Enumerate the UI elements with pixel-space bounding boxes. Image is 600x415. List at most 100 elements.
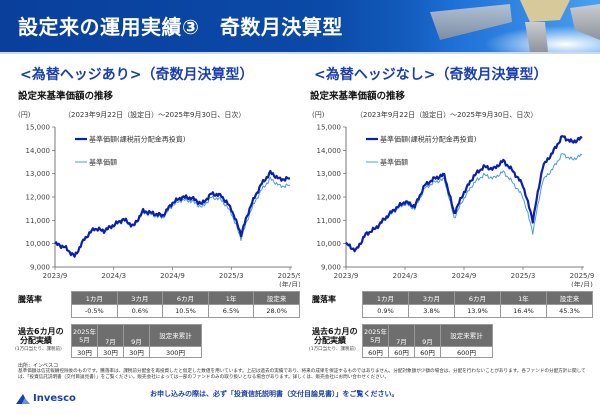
returns-value: 16.4% bbox=[500, 304, 547, 318]
svg-text:14,000: 14,000 bbox=[317, 147, 342, 155]
distribution-value: 30円 bbox=[71, 346, 98, 358]
svg-text:12,000: 12,000 bbox=[26, 194, 51, 202]
returns-header: 6カ月 bbox=[162, 291, 209, 305]
svg-text:2025/9: 2025/9 bbox=[570, 272, 595, 280]
svg-text:15,000: 15,000 bbox=[317, 124, 342, 132]
distribution-value: 60円 bbox=[388, 346, 415, 358]
chart-section-title: 設定来基準価額の推移 bbox=[18, 91, 114, 102]
returns-label: 騰落率 bbox=[18, 295, 42, 304]
distribution-table: 2025年 5月 7月 9月 設定来累計 30円 30円 30円 300円 bbox=[71, 324, 202, 358]
svg-text:2024/9: 2024/9 bbox=[160, 272, 185, 280]
returns-value: -0.5% bbox=[71, 304, 118, 318]
distribution-header-row: 2025年 5月 7月 9月 設定来累計 bbox=[362, 324, 493, 347]
distribution-label-line1: 過去6カ月の bbox=[18, 327, 64, 336]
svg-text:基準価額: 基準価額 bbox=[89, 158, 117, 167]
returns-value: 13.9% bbox=[454, 304, 501, 318]
returns-header: 1年 bbox=[500, 291, 547, 305]
distribution-value: 30円 bbox=[123, 346, 150, 358]
distribution-table: 2025年 5月 7月 9月 設定来累計 60円 60円 60円 600円 bbox=[362, 324, 493, 358]
page-header: 設定来の運用実績③ 奇数月決算型 bbox=[0, 0, 600, 52]
distribution-value: 60円 bbox=[414, 346, 441, 358]
chart-period: （2023年9月22日（設定日）～2025年9月30日、日次） bbox=[356, 111, 538, 119]
svg-text:10,000: 10,000 bbox=[317, 240, 342, 248]
returns-value: 0.6% bbox=[116, 304, 164, 318]
distribution-sublabel: (1万口当たり、課税前) bbox=[15, 347, 62, 352]
panel-title: <為替ヘッジなし>（奇数月決算型） bbox=[314, 67, 548, 83]
svg-text:14,000: 14,000 bbox=[26, 147, 51, 155]
svg-text:(年/月): (年/月) bbox=[571, 280, 593, 287]
panel-unhedged: <為替ヘッジなし>（奇数月決算型） 設定来基準価額の推移 (円) （2023年9… bbox=[300, 62, 600, 362]
distribution-header: 設定来累計 bbox=[149, 324, 202, 347]
svg-text:2024/3: 2024/3 bbox=[393, 272, 418, 280]
distribution-header-month: 5月 bbox=[79, 335, 90, 344]
returns-header: 設定来 bbox=[546, 291, 593, 305]
returns-value-row: 0.9% 3.8% 13.9% 16.4% 45.3% bbox=[362, 304, 593, 318]
distribution-header-year: 2025年 bbox=[72, 327, 97, 336]
distribution-header-row: 2025年 5月 7月 9月 設定来累計 bbox=[71, 324, 202, 347]
invesco-logo: Invesco bbox=[16, 393, 76, 404]
distribution-sublabel: (1万口当たり、課税前) bbox=[309, 347, 356, 352]
returns-header-row: 1カ月 3カ月 6カ月 1年 設定来 bbox=[71, 291, 300, 305]
distribution-value: 300円 bbox=[149, 346, 202, 358]
returns-value-row: -0.5% 0.6% 10.5% 6.5% 28.0% bbox=[71, 304, 300, 318]
y-axis-unit: (円) bbox=[18, 111, 31, 119]
svg-text:2024/3: 2024/3 bbox=[101, 272, 126, 280]
distribution-value-row: 60円 60円 60円 600円 bbox=[362, 346, 493, 358]
distribution-value: 30円 bbox=[97, 346, 124, 358]
svg-text:15,000: 15,000 bbox=[26, 124, 51, 132]
distribution-label: 過去6カ月の 分配実績 bbox=[18, 327, 64, 345]
page-title: 設定来の運用実績③ 奇数月決算型 bbox=[18, 15, 343, 39]
returns-label: 騰落率 bbox=[312, 295, 336, 304]
distribution-header-may: 2025年 5月 bbox=[71, 324, 98, 347]
returns-header: 1カ月 bbox=[362, 291, 409, 305]
svg-text:(年/月): (年/月) bbox=[279, 280, 300, 287]
returns-value: 45.3% bbox=[546, 304, 593, 318]
svg-text:13,000: 13,000 bbox=[317, 170, 342, 178]
distribution-header: 7月 bbox=[97, 324, 124, 347]
disclaimer-text: 基準価額は信託報酬控除後のものです。騰落率は、課税前分配金を再投資したと仮定した… bbox=[18, 369, 586, 380]
panel-hedged: <為替ヘッジあり>（奇数月決算型） 設定来基準価額の推移 (円) （2023年9… bbox=[0, 62, 300, 362]
svg-text:9,000: 9,000 bbox=[30, 264, 50, 272]
distribution-label-line1: 過去6カ月の bbox=[312, 327, 358, 336]
invesco-mountain-icon bbox=[16, 393, 30, 404]
chart-section-title: 設定来基準価額の推移 bbox=[310, 91, 406, 102]
returns-header: 設定来 bbox=[253, 291, 300, 305]
svg-text:基準価額: 基準価額 bbox=[380, 158, 408, 167]
svg-text:11,000: 11,000 bbox=[317, 217, 342, 225]
svg-text:基準価額(課税前分配金再投資): 基準価額(課税前分配金再投資) bbox=[380, 135, 477, 144]
svg-text:2023/9: 2023/9 bbox=[334, 272, 359, 280]
chart-period: （2023年9月22日（設定日）～2025年9月30日、日次） bbox=[64, 111, 246, 119]
logo-text: Invesco bbox=[33, 393, 76, 404]
svg-text:11,000: 11,000 bbox=[26, 217, 51, 225]
svg-text:13,000: 13,000 bbox=[26, 170, 51, 178]
returns-value: 0.9% bbox=[362, 304, 409, 318]
returns-value: 6.5% bbox=[207, 304, 255, 318]
distribution-label-line2: 分配実績 bbox=[314, 336, 346, 345]
returns-value: 28.0% bbox=[253, 304, 300, 318]
columns-photo bbox=[370, 0, 600, 52]
svg-text:基準価額(課税前分配金再投資): 基準価額(課税前分配金再投資) bbox=[89, 135, 186, 144]
returns-table: 1カ月 3カ月 6カ月 1年 設定来 0.9% 3.8% 13.9% 16.4%… bbox=[362, 291, 593, 318]
returns-header: 1年 bbox=[207, 291, 255, 305]
distribution-label-line2: 分配実績 bbox=[20, 336, 52, 345]
distribution-label: 過去6カ月の 分配実績 bbox=[312, 327, 358, 345]
returns-value: 10.5% bbox=[162, 304, 209, 318]
header-divider bbox=[0, 52, 600, 54]
panel-title: <為替ヘッジあり>（奇数月決算型） bbox=[20, 67, 254, 83]
returns-header: 3カ月 bbox=[116, 291, 164, 305]
returns-header: 3カ月 bbox=[408, 291, 455, 305]
distribution-value-row: 30円 30円 30円 300円 bbox=[71, 346, 202, 358]
returns-table: 1カ月 3カ月 6カ月 1年 設定来 -0.5% 0.6% 10.5% 6.5%… bbox=[71, 291, 300, 318]
returns-value: 3.8% bbox=[408, 304, 455, 318]
nav-line-chart-hedged: 9,000 10,000 11,000 12,000 13,000 14,000 15,00… bbox=[26, 124, 301, 288]
svg-text:2023/9: 2023/9 bbox=[43, 272, 68, 280]
distribution-header: 9月 bbox=[123, 324, 150, 347]
distribution-header: 設定来累計 bbox=[440, 324, 493, 347]
svg-text:10,000: 10,000 bbox=[26, 240, 51, 248]
distribution-header: 9月 bbox=[414, 324, 441, 347]
y-axis-unit: (円) bbox=[312, 111, 325, 119]
returns-header: 1カ月 bbox=[71, 291, 118, 305]
prospectus-notice: お申し込みの際は、必ず「投資信託説明書（交付目論見書）」をご覧ください。 bbox=[150, 390, 399, 398]
svg-text:9,000: 9,000 bbox=[321, 264, 341, 272]
distribution-header-may: 2025年 5月 bbox=[362, 324, 389, 347]
